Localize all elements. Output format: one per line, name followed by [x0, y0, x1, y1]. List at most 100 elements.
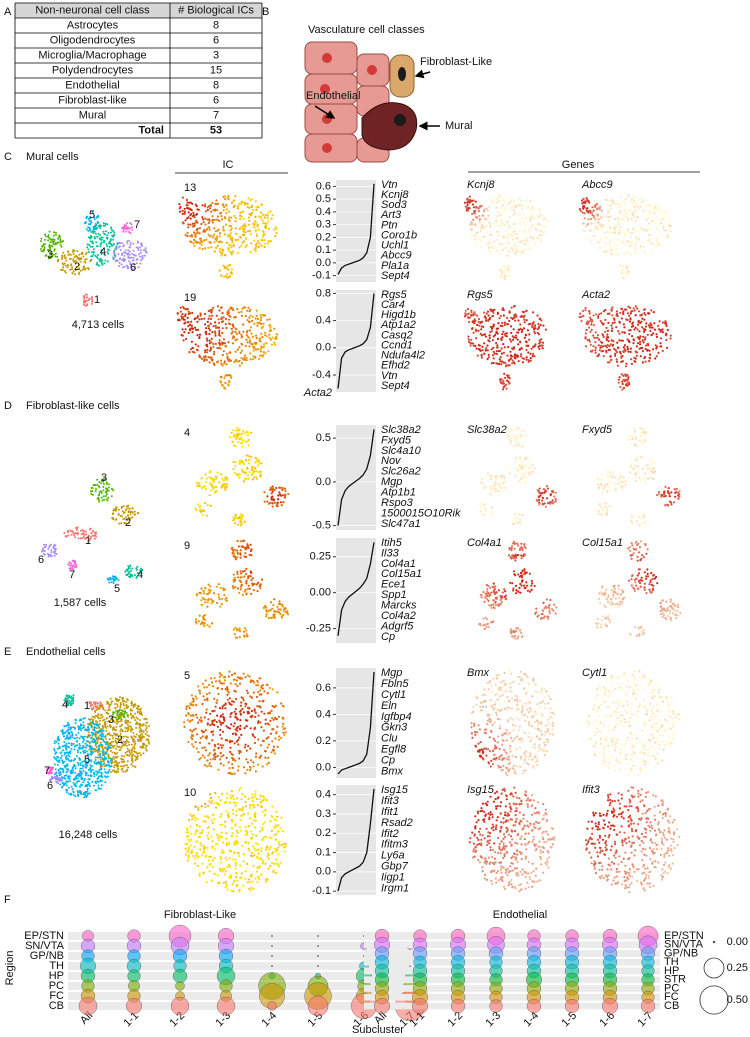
tsne-point	[88, 251, 90, 253]
tsne-point	[100, 702, 102, 705]
tsne-point	[475, 347, 478, 350]
tsne-point	[84, 253, 87, 256]
tsne-point	[218, 331, 221, 335]
tsne-point	[592, 345, 595, 348]
tsne-point	[528, 338, 531, 341]
tsne-point	[530, 240, 533, 243]
tsne-point	[536, 314, 539, 317]
tsne-point	[654, 206, 657, 209]
tsne-point	[477, 207, 480, 210]
tsne-point	[512, 522, 515, 526]
tsne-point	[643, 588, 646, 592]
tsne-point	[645, 433, 649, 436]
tsne-point	[202, 221, 205, 224]
tsne-point	[522, 249, 525, 252]
tsne-point	[648, 326, 652, 329]
tsne-point	[255, 208, 258, 211]
tsne-point	[640, 626, 643, 629]
tsne-point	[132, 256, 135, 259]
tsne-point	[652, 243, 655, 246]
tsne-point	[125, 226, 128, 229]
tsne-point	[524, 586, 527, 589]
tsne-point	[500, 212, 503, 215]
tsne-point	[646, 572, 649, 576]
tsne-point	[651, 215, 654, 218]
tsne-point	[191, 350, 194, 353]
tsne-point	[637, 580, 641, 583]
tsne-point	[622, 311, 625, 314]
tsne-point	[538, 208, 541, 211]
tsne-point	[613, 584, 616, 588]
tsne-point	[276, 605, 279, 608]
tsne-point	[618, 232, 621, 235]
tsne-point	[64, 264, 67, 267]
tsne-point	[475, 337, 478, 340]
tsne-point	[625, 209, 628, 212]
tsne-point	[495, 327, 498, 330]
tsne-point	[642, 341, 645, 344]
tsne-point	[526, 240, 529, 244]
tsne-point	[190, 340, 193, 343]
tsne-point	[518, 470, 521, 473]
tsne-point	[236, 549, 239, 552]
tsne-point	[257, 357, 260, 361]
tsne-point	[267, 227, 271, 230]
tsne-point	[502, 380, 505, 383]
tsne-point	[117, 246, 120, 249]
tsne-point	[608, 602, 612, 605]
tsne-point	[648, 312, 651, 315]
tsne-point	[650, 323, 653, 327]
tsne-point	[491, 354, 495, 357]
tsne-point	[507, 359, 510, 362]
tsne-point	[677, 606, 680, 609]
tsne-point	[111, 577, 113, 580]
tsne-point	[209, 317, 213, 320]
tsne-point	[131, 567, 134, 570]
tsne-point	[525, 455, 528, 458]
tsne-point	[97, 232, 100, 235]
tsne-point	[244, 354, 247, 357]
tsne-point	[53, 238, 56, 241]
tsne-point	[471, 203, 474, 206]
tsne-point	[513, 542, 516, 545]
tsne-point	[117, 579, 120, 582]
tsne-point	[516, 637, 519, 640]
y-tick-label: 0.3	[316, 219, 331, 231]
tsne-point	[105, 495, 107, 497]
tsne-point	[629, 434, 632, 438]
tsne-point	[254, 229, 257, 232]
tsne-point	[487, 356, 490, 359]
tsne-point	[253, 322, 256, 325]
tsne-point	[522, 555, 525, 558]
tsne-point	[233, 576, 236, 579]
tsne-point	[521, 474, 524, 477]
tsne-point	[609, 215, 612, 218]
tsne-point	[549, 493, 552, 496]
tsne-point	[91, 255, 94, 258]
tsne-point	[233, 549, 236, 552]
tsne-point	[655, 347, 658, 350]
tsne-point	[242, 430, 245, 433]
tsne-point	[464, 205, 468, 208]
tsne-point	[483, 210, 486, 213]
tsne-point	[239, 553, 242, 556]
tsne-point	[644, 313, 647, 316]
tsne-point	[629, 545, 632, 549]
tsne-point	[199, 505, 202, 508]
tsne-point	[660, 215, 663, 219]
tsne-point	[496, 346, 499, 349]
tsne-point	[143, 254, 146, 257]
tsne-point	[479, 321, 482, 324]
tsne-point	[177, 319, 180, 322]
tsne-point	[632, 214, 635, 217]
tsne-point	[649, 203, 652, 206]
tsne-point	[630, 578, 633, 581]
tsne-point	[590, 319, 593, 322]
tsne-point	[246, 341, 249, 344]
tsne-point	[238, 591, 241, 594]
tsne-point	[514, 357, 517, 360]
tsne-point	[217, 596, 221, 599]
tsne-point	[676, 603, 680, 607]
tsne-point	[97, 222, 99, 224]
tsne-point	[520, 205, 523, 208]
